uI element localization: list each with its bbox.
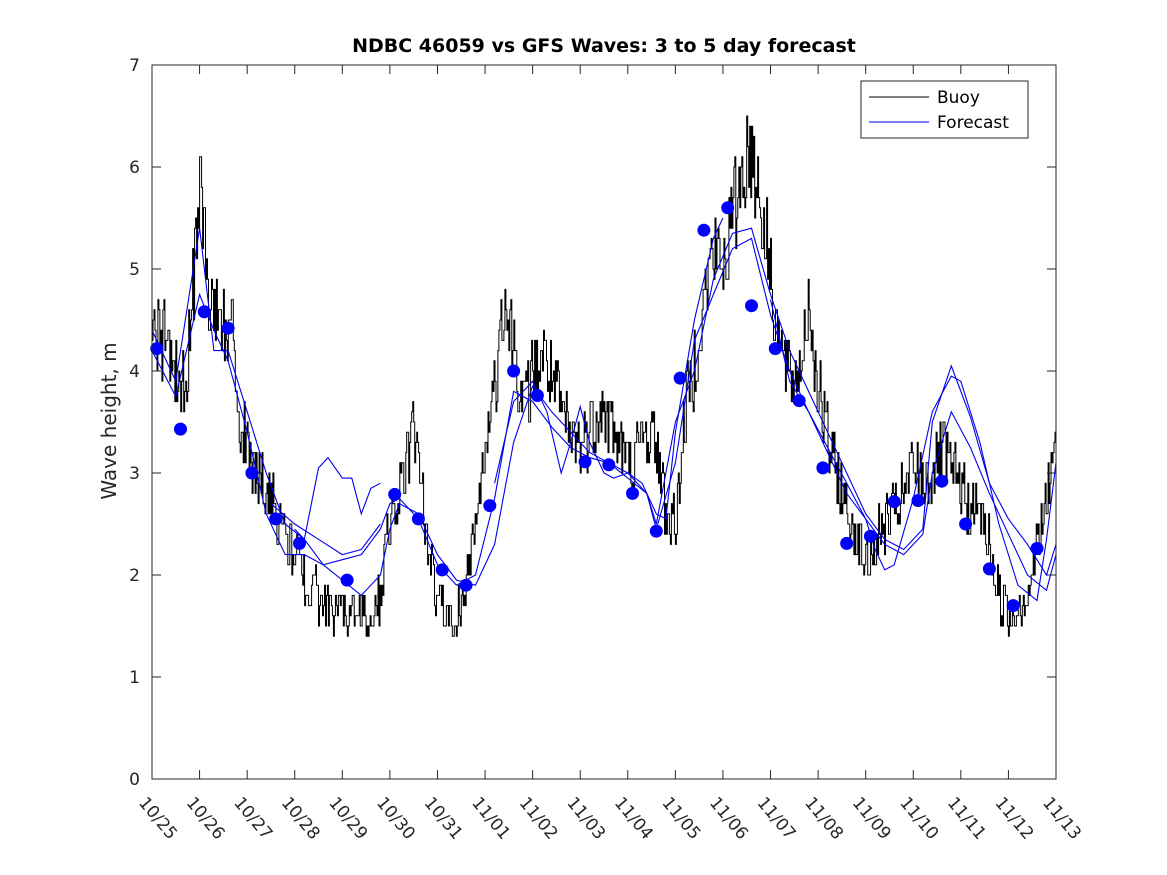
forecast-point bbox=[174, 422, 187, 436]
buoy-line bbox=[152, 115, 1057, 637]
chart-title: NDBC 46059 vs GFS Waves: 3 to 5 day fore… bbox=[352, 35, 856, 57]
buoy-series bbox=[152, 115, 1057, 637]
forecast-point bbox=[269, 512, 283, 526]
legend-forecast-label: Forecast bbox=[937, 113, 1009, 133]
forecast-point bbox=[626, 486, 639, 500]
y-axis-label: Wave height, m bbox=[97, 342, 121, 499]
axes-box bbox=[151, 64, 1057, 780]
forecast-point bbox=[388, 487, 402, 501]
y-tick-label: 3 bbox=[129, 464, 140, 484]
legend: Buoy Forecast bbox=[860, 80, 1029, 139]
forecast-point bbox=[911, 494, 925, 507]
forecast-points-group bbox=[150, 201, 1044, 613]
forecast-point bbox=[578, 455, 592, 469]
forecast-point bbox=[816, 461, 830, 475]
forecast-point bbox=[507, 364, 521, 378]
legend-buoy-label: Buoy bbox=[937, 88, 980, 108]
forecast-point bbox=[197, 305, 211, 319]
forecast-point bbox=[340, 573, 354, 587]
forecast-point bbox=[745, 299, 758, 313]
forecast-point bbox=[150, 342, 164, 356]
forecast-point bbox=[459, 578, 473, 592]
forecast-point bbox=[1006, 599, 1020, 613]
y-tick-label: 2 bbox=[129, 566, 140, 586]
legend-box bbox=[860, 80, 1029, 139]
forecast-point bbox=[530, 389, 544, 402]
forecast-point bbox=[697, 223, 711, 237]
forecast-point bbox=[245, 466, 259, 480]
forecast-point bbox=[673, 371, 687, 385]
y-tick-label: 6 bbox=[129, 158, 140, 178]
forecast-point bbox=[863, 529, 877, 543]
forecast-point bbox=[982, 562, 996, 576]
forecast-point bbox=[1030, 542, 1044, 555]
forecast-point bbox=[935, 474, 949, 488]
y-tick-label: 0 bbox=[129, 770, 140, 790]
forecast-point bbox=[768, 342, 782, 356]
forecast-point bbox=[293, 536, 306, 550]
forecast-point bbox=[221, 321, 235, 335]
forecast-point bbox=[840, 536, 854, 550]
y-tick-label: 1 bbox=[129, 668, 140, 688]
forecast-point bbox=[483, 499, 497, 513]
y-tick-label: 7 bbox=[129, 56, 140, 76]
plot-background bbox=[152, 65, 1056, 779]
forecast-line-3 bbox=[270, 503, 381, 556]
forecast-point bbox=[649, 524, 663, 538]
y-tick-label: 4 bbox=[129, 362, 140, 382]
forecast-point bbox=[602, 458, 616, 472]
forecast-point bbox=[411, 512, 425, 526]
forecast-point bbox=[959, 517, 973, 531]
forecast-point bbox=[435, 563, 449, 577]
forecast-line-5 bbox=[494, 217, 724, 520]
forecast-point bbox=[792, 394, 806, 408]
plot-area bbox=[152, 65, 1056, 779]
forecast-point bbox=[887, 495, 901, 509]
forecast-point bbox=[721, 201, 735, 215]
forecast-line-4 bbox=[294, 456, 381, 541]
y-tick-label: 5 bbox=[129, 260, 140, 280]
